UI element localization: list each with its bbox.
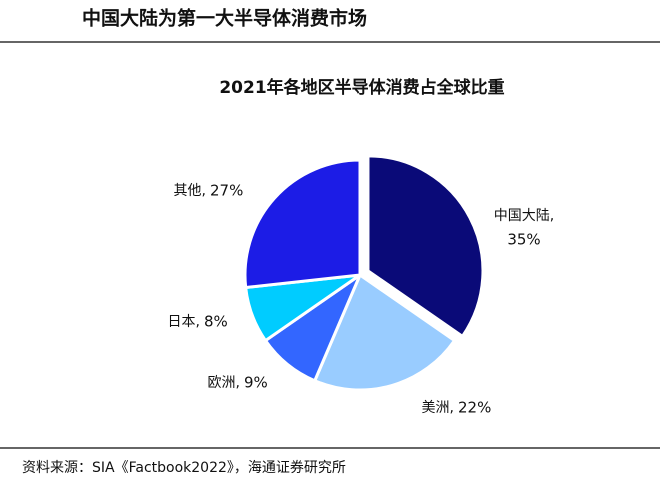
slice-category-label: 其他, [174,183,206,199]
header-title: 中国大陆为第一大半导体消费市场 [82,7,367,30]
slice-value-label: 9% [244,374,268,392]
slice-value-label: 27% [210,182,243,200]
source-note: 资料来源：SIA《Factbook2022》，海通证券研究所 [22,460,346,476]
slice-category-label: 日本, [168,314,200,330]
slice-value-label: 35% [507,231,540,249]
slice-category-label: 中国大陆, [494,208,554,224]
pie-slice [243,158,362,290]
slice-category-label: 欧洲, [208,375,240,391]
chart-title: 2021年各地区半导体消费占全球比重 [219,77,504,98]
pie-slice [312,272,457,392]
slice-value-label: 22% [458,399,491,417]
slice-value-label: 8% [204,313,228,331]
pie-slice [366,154,485,339]
slice-category-label: 美洲, [422,400,454,416]
